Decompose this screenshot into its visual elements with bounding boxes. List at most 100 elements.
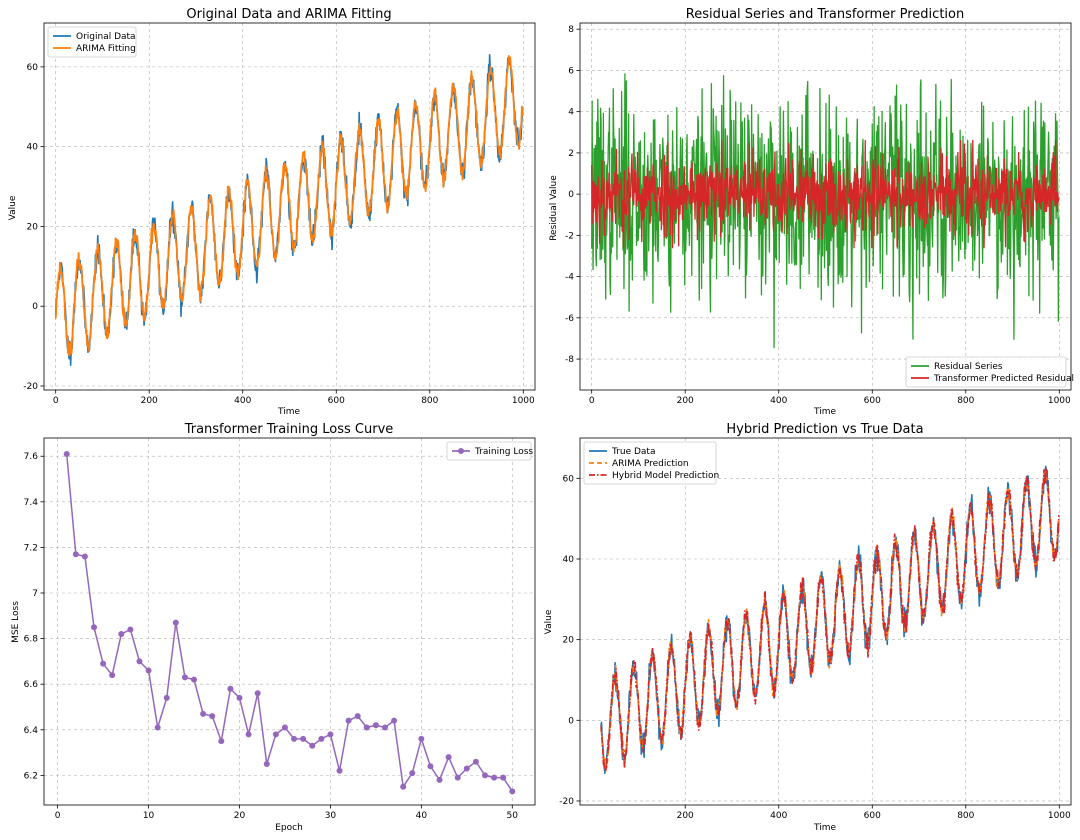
data-point — [409, 770, 416, 777]
y-tick-label: -20 — [559, 797, 574, 807]
x-tick-label: 1000 — [1048, 811, 1071, 821]
data-point — [463, 765, 470, 772]
chart-title: Residual Series and Transformer Predicti… — [686, 7, 964, 22]
data-point — [200, 710, 207, 717]
y-tick-label: -20 — [23, 382, 38, 392]
x-tick-label: 0 — [55, 811, 61, 821]
chart-title: Transformer Training Loss Curve — [184, 422, 394, 437]
legend: Training Loss — [446, 441, 533, 461]
plot-area — [591, 73, 1060, 349]
x-tick-label: 200 — [677, 396, 694, 406]
x-tick-label: 30 — [325, 811, 337, 821]
data-point — [263, 760, 270, 767]
data-point — [191, 676, 198, 683]
x-axis-label: Epoch — [275, 823, 303, 833]
legend-label: ARIMA Fitting — [76, 44, 136, 54]
data-point — [163, 694, 170, 701]
x-tick-label: 600 — [864, 811, 881, 821]
data-point — [400, 783, 407, 790]
series-line — [65, 453, 513, 792]
legend-label: ARIMA Prediction — [612, 459, 689, 469]
y-tick-label: 6.8 — [24, 635, 39, 645]
data-point — [363, 724, 370, 731]
data-point — [391, 717, 398, 724]
legend-label: Residual Series — [934, 362, 1003, 372]
data-point — [491, 774, 498, 781]
y-tick-label: 6.4 — [24, 726, 39, 736]
data-point — [327, 731, 334, 738]
data-point — [427, 763, 434, 770]
x-tick-label: 10 — [143, 811, 155, 821]
data-point — [272, 731, 279, 738]
y-tick-label: 60 — [563, 474, 575, 484]
legend-label: Hybrid Model Prediction — [612, 471, 719, 481]
data-point — [418, 735, 425, 742]
data-point — [454, 774, 461, 781]
panel-residual: Residual Series and Transformer Predicti… — [549, 7, 1074, 417]
data-point — [381, 724, 388, 731]
series-line — [591, 139, 1060, 249]
y-tick-label: 6.2 — [24, 771, 38, 781]
series-line — [54, 54, 524, 357]
data-point — [509, 788, 516, 795]
legend: True Data ARIMA Prediction Hybrid Model Pr… — [583, 441, 719, 485]
data-point — [372, 722, 379, 729]
y-tick-label: 6.6 — [24, 680, 39, 690]
chart-title: Original Data and ARIMA Fitting — [186, 7, 391, 22]
data-point — [254, 690, 261, 697]
x-tick-label: 800 — [957, 811, 974, 821]
x-tick-label: 800 — [421, 396, 438, 406]
x-tick-label: 600 — [864, 396, 881, 406]
x-axis-label: Time — [813, 823, 836, 833]
data-point — [472, 758, 479, 765]
data-point — [63, 450, 70, 457]
x-tick-label: 40 — [416, 811, 428, 821]
data-point — [109, 672, 116, 679]
data-point — [118, 631, 125, 638]
axes-frame — [579, 437, 1072, 806]
data-point — [136, 658, 143, 665]
data-point — [300, 735, 307, 742]
data-point — [445, 754, 452, 761]
data-point — [209, 713, 216, 720]
y-tick-label: -8 — [565, 355, 574, 365]
y-tick-label: -6 — [565, 314, 574, 324]
axes-frame — [43, 437, 536, 806]
y-tick-label: 40 — [563, 555, 575, 565]
y-tick-label: 2 — [568, 149, 574, 159]
plot-area — [63, 450, 516, 795]
y-tick-label: 60 — [27, 63, 39, 73]
y-tick-label: 0 — [568, 190, 574, 200]
data-point — [72, 551, 79, 558]
data-point — [291, 735, 298, 742]
x-tick-label: 200 — [677, 811, 694, 821]
x-tick-label: 50 — [507, 811, 519, 821]
x-tick-label: 20 — [234, 811, 246, 821]
y-tick-label: 40 — [27, 143, 39, 153]
y-axis-label: MSE Loss — [11, 601, 21, 643]
panel-hybrid-prediction: Hybrid Prediction vs True Data Time Valu… — [544, 422, 1072, 833]
legend-label: Transformer Predicted Residual — [933, 374, 1074, 384]
y-tick-label: 7.2 — [24, 543, 38, 553]
data-point — [436, 776, 443, 783]
x-tick-label: 600 — [328, 396, 345, 406]
y-axis-label: Residual Value — [549, 175, 559, 241]
y-tick-label: 0 — [568, 716, 574, 726]
legend-label: Training Loss — [474, 447, 533, 457]
data-point — [245, 731, 252, 738]
axes-frame — [43, 22, 536, 391]
data-point — [91, 624, 98, 631]
data-point — [145, 667, 152, 674]
legend-marker — [458, 448, 464, 454]
y-tick-label: -2 — [565, 231, 574, 241]
data-point — [345, 717, 352, 724]
y-tick-label: -4 — [565, 273, 574, 283]
legend-label: Original Data — [76, 32, 136, 42]
data-point — [154, 724, 161, 731]
panel-training-loss: Transformer Training Loss Curve Epoch MS… — [11, 422, 536, 833]
x-tick-label: 400 — [770, 396, 787, 406]
data-point — [236, 694, 243, 701]
y-tick-label: 20 — [563, 636, 575, 646]
x-tick-label: 400 — [234, 396, 251, 406]
